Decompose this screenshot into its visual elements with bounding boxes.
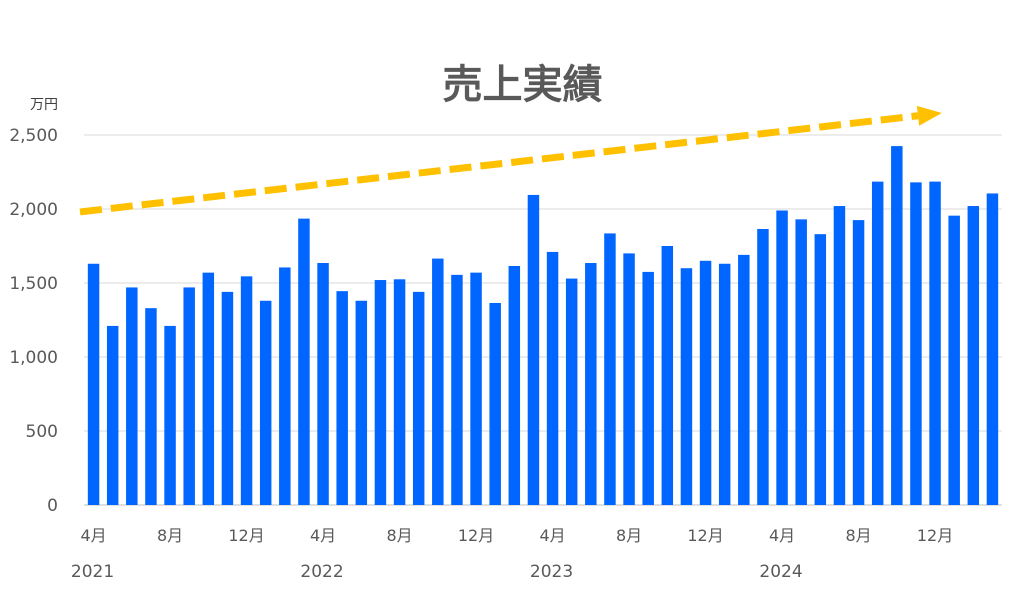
year-label: 2021 — [71, 562, 114, 582]
bar — [451, 274, 463, 505]
bar — [967, 206, 980, 506]
bar — [470, 272, 482, 505]
bar — [929, 181, 941, 505]
x-tick-label: 4月 — [310, 526, 336, 545]
bar — [604, 233, 616, 506]
y-tick-label: 0 — [47, 496, 58, 516]
bar — [202, 272, 215, 505]
trend-arrow-head — [916, 105, 942, 126]
bar — [240, 276, 253, 505]
x-tick-label: 8月 — [157, 526, 183, 545]
bar — [87, 263, 100, 505]
bar — [757, 228, 769, 506]
x-tick-label: 12月 — [917, 526, 953, 545]
bar — [814, 234, 827, 505]
bar — [642, 271, 654, 505]
bar — [910, 182, 922, 506]
bar — [948, 215, 960, 505]
bar — [508, 265, 521, 505]
bar — [699, 260, 712, 505]
x-tick-label: 12月 — [687, 526, 723, 545]
bar — [221, 291, 234, 505]
y-tick-label: 1,000 — [9, 348, 58, 368]
x-tick-label: 12月 — [228, 526, 264, 545]
bar — [718, 263, 731, 505]
bar — [145, 308, 157, 505]
bar — [393, 279, 406, 505]
bar — [661, 246, 674, 505]
x-tick-label: 8月 — [845, 526, 871, 545]
bar — [298, 218, 310, 505]
bar — [776, 210, 788, 506]
bar — [432, 258, 444, 505]
bar — [106, 325, 119, 505]
bar — [126, 287, 138, 505]
x-tick-label: 4月 — [539, 526, 565, 545]
bar — [585, 263, 597, 505]
x-tick-label: 8月 — [386, 526, 412, 545]
bar — [183, 287, 195, 505]
y-tick-label: 500 — [26, 422, 58, 442]
y-tick-label: 2,500 — [9, 126, 58, 146]
x-tick-label: 4月 — [769, 526, 795, 545]
bar — [795, 219, 807, 506]
bar — [738, 254, 750, 505]
bar — [891, 146, 903, 505]
bar — [986, 193, 999, 505]
bar — [871, 181, 884, 505]
x-tick-label: 12月 — [458, 526, 494, 545]
bar — [527, 194, 540, 505]
year-label: 2024 — [759, 562, 802, 582]
x-tick-label: 4月 — [80, 526, 106, 545]
x-tick-label: 8月 — [616, 526, 642, 545]
bar — [489, 302, 501, 505]
bar — [279, 267, 291, 505]
bar — [680, 268, 693, 505]
trend-arrow-line — [79, 112, 919, 216]
bar — [336, 291, 348, 505]
year-label: 2023 — [530, 562, 573, 582]
y-tick-label: 1,500 — [9, 274, 58, 294]
y-tick-label: 2,000 — [9, 200, 58, 220]
chart-title: 売上実績 — [442, 62, 603, 108]
bar — [317, 263, 329, 505]
bar — [852, 220, 865, 505]
bar — [164, 325, 176, 505]
bar — [412, 291, 425, 505]
year-label: 2022 — [300, 562, 343, 582]
bar — [259, 300, 272, 505]
bar — [546, 251, 559, 505]
bar — [623, 253, 635, 505]
y-axis-unit-label: 万円 — [30, 97, 58, 113]
bar — [355, 300, 368, 505]
bar — [374, 280, 387, 505]
bar — [833, 206, 846, 506]
bar — [565, 278, 578, 505]
